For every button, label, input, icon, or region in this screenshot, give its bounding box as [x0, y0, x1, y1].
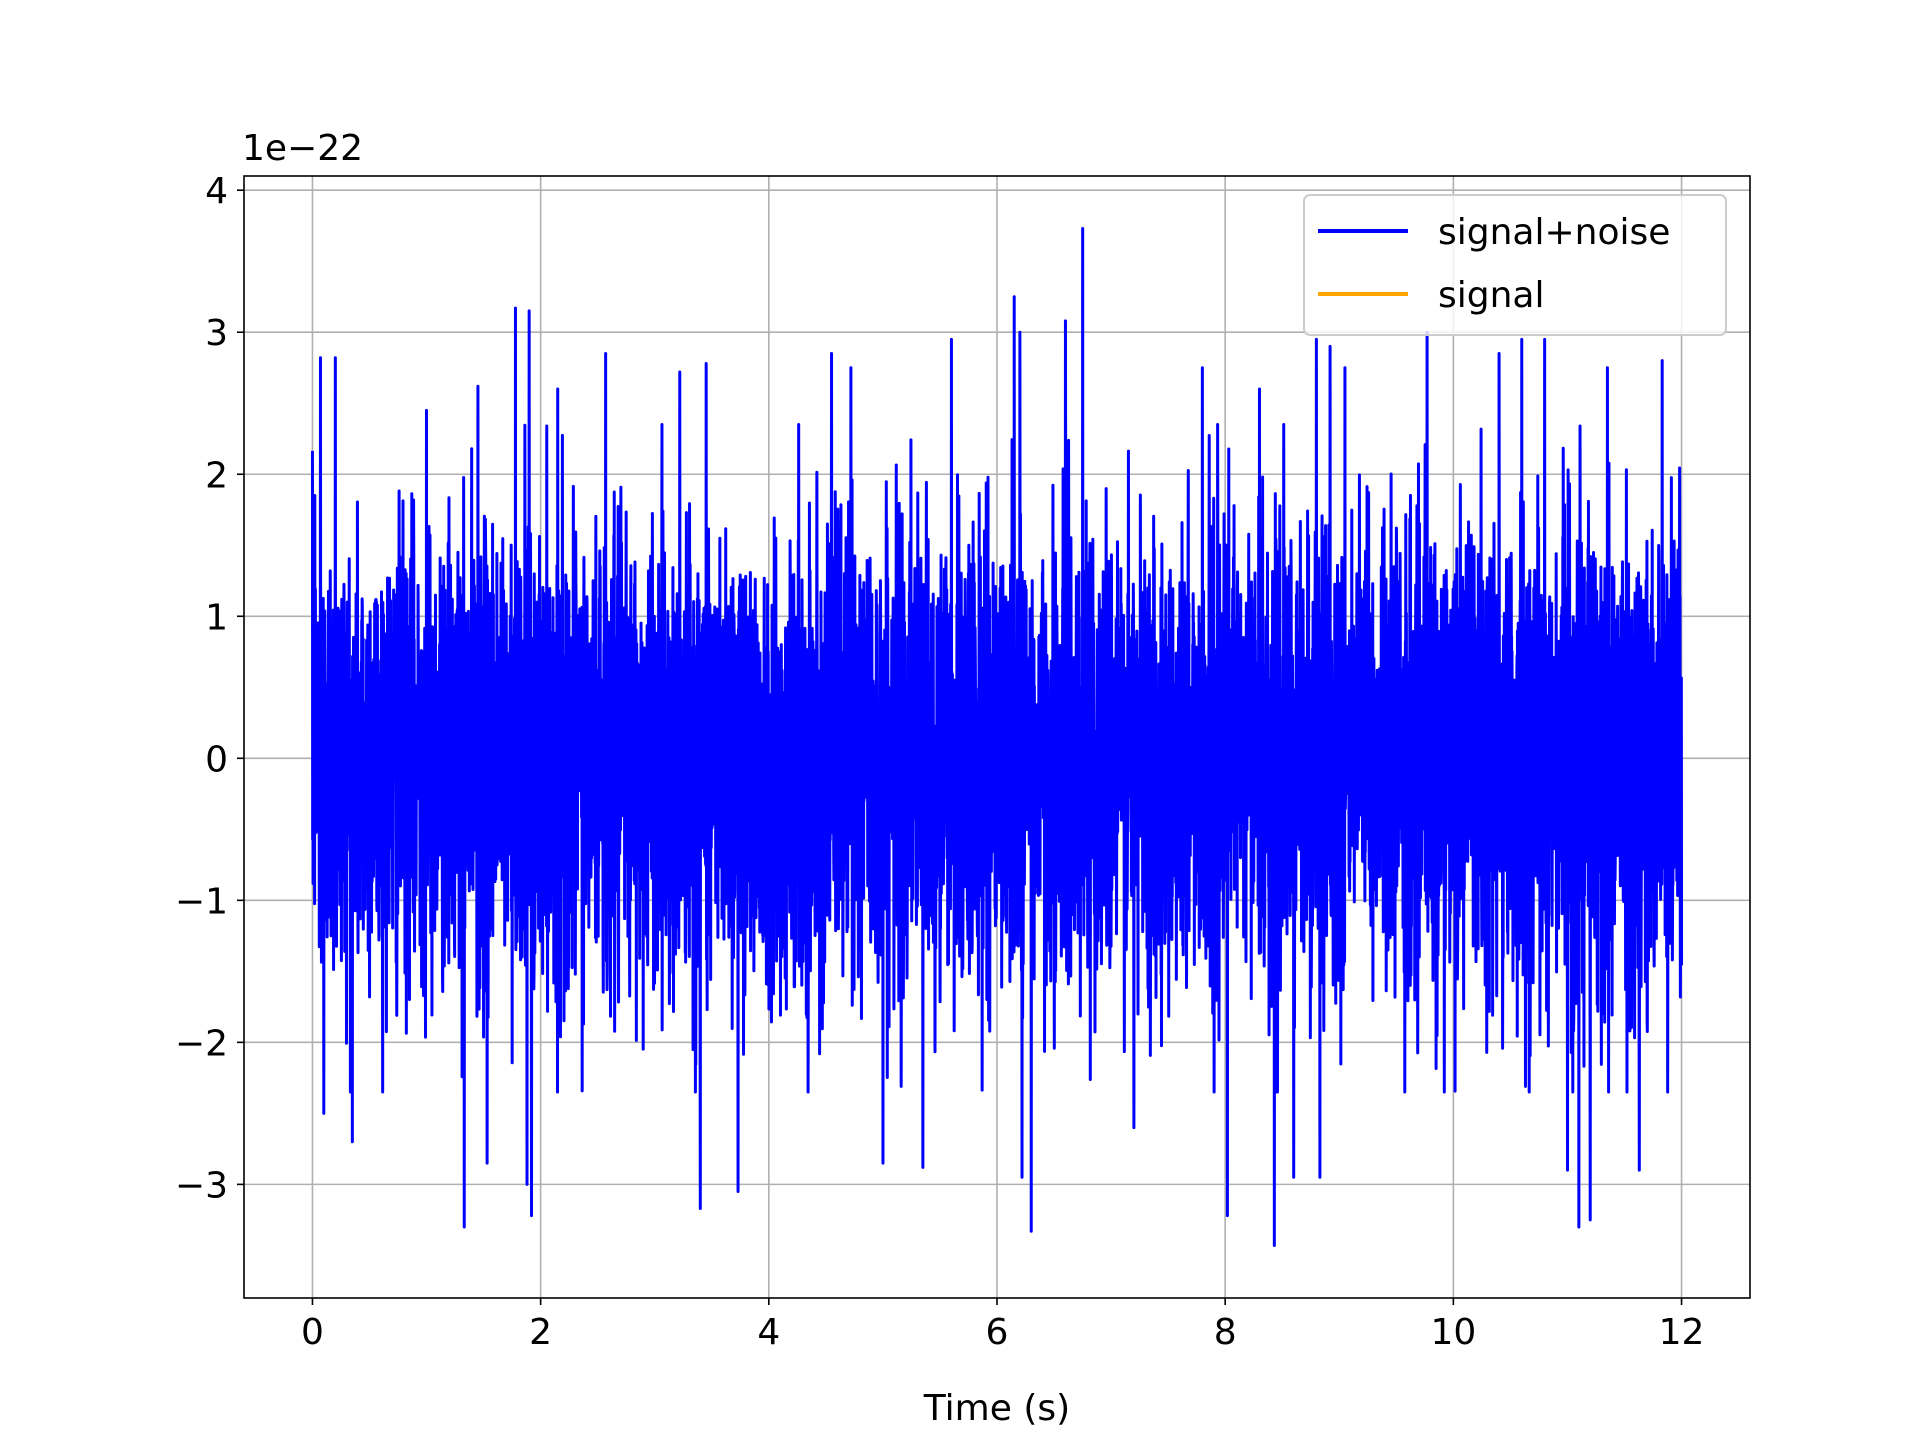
- legend-label-signal-noise: signal+noise: [1438, 212, 1670, 253]
- x-tick-label: 4: [757, 1312, 780, 1353]
- x-tick-label: 2: [529, 1312, 552, 1353]
- x-tick-label: 0: [301, 1312, 324, 1353]
- legend-label-signal: signal: [1438, 275, 1545, 316]
- y-tick-label: −3: [175, 1165, 228, 1206]
- x-tick-label: 10: [1430, 1312, 1476, 1353]
- x-tick-label: 12: [1659, 1312, 1705, 1353]
- y-tick-label: 4: [205, 171, 228, 212]
- y-tick-label: 0: [205, 739, 228, 780]
- y-tick-label: −2: [175, 1023, 228, 1064]
- y-tick-label: 2: [205, 455, 228, 496]
- x-tick-label: 6: [986, 1312, 1009, 1353]
- x-tick-label: 8: [1214, 1312, 1237, 1353]
- series-layer: [310, 227, 1684, 1247]
- legend: signal+noise signal: [1303, 194, 1727, 336]
- x-axis-label: Time (s): [923, 1388, 1070, 1429]
- y-tick-label: 3: [205, 313, 228, 354]
- y-tick-label: 1: [205, 597, 228, 638]
- y-offset-label: 1e−22: [242, 128, 363, 169]
- y-tick-label: −1: [175, 881, 228, 922]
- legend-box: [1303, 194, 1727, 336]
- series-signal-noise-line: [310, 227, 1684, 1247]
